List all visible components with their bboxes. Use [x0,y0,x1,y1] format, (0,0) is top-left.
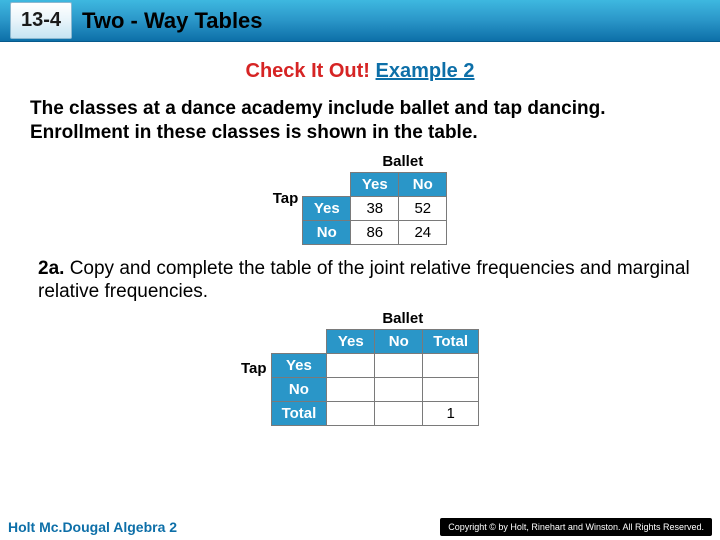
table2-cell [423,378,479,402]
enrollment-table: Yes No Yes 38 52 No 86 24 [302,172,447,245]
slide-content: Check It Out! Example 2 The classes at a… [0,42,720,426]
table2-col-group: Ballet [271,310,479,327]
lesson-number-badge: 13-4 [10,2,72,39]
table1-row-group: Tap [273,190,299,207]
table2-cell [423,354,479,378]
table2-cell [375,378,423,402]
check-it-out-heading: Check It Out! Example 2 [30,60,690,83]
table1-col-group: Ballet [302,153,447,170]
table-corner [303,172,351,196]
table2-col-header: Yes [327,330,375,354]
sub-question-lead: 2a. [38,258,64,279]
table1-row-header: No [303,220,351,244]
check-it-out-label: Check It Out! [246,60,370,82]
table2-cell [327,378,375,402]
table2-cell: 1 [423,402,479,426]
table2-row-header: Yes [271,354,327,378]
example-number: Example 2 [376,60,475,82]
problem-prompt: The classes at a dance academy include b… [30,97,690,145]
table2-col-header: No [375,330,423,354]
sub-question-text: Copy and complete the table of the joint… [38,258,690,303]
table1-row-header: Yes [303,196,351,220]
table2-col-header: Total [423,330,479,354]
table1-cell: 38 [351,196,399,220]
table1-cell: 52 [399,196,447,220]
table2-row-header: No [271,378,327,402]
footer-book-title: Holt Mc.Dougal Algebra 2 [8,519,177,535]
table1-col-header: Yes [351,172,399,196]
table2-cell [327,402,375,426]
relative-freq-table-block: Tap Ballet Yes No Total Yes No [30,310,690,426]
slide-footer: Holt Mc.Dougal Algebra 2 Copyright © by … [0,514,720,540]
table1-cell: 24 [399,220,447,244]
table2-cell [375,402,423,426]
footer-copyright: Copyright © by Holt, Rinehart and Winsto… [440,518,712,536]
table-corner [271,330,327,354]
relative-freq-table: Yes No Total Yes No Total [271,329,479,426]
lesson-header: 13-4 Two - Way Tables [0,0,720,42]
table1-col-header: No [399,172,447,196]
enrollment-table-block: Tap Ballet Yes No Yes 38 52 No 86 24 [30,153,690,245]
table2-cell [375,354,423,378]
sub-question: 2a. Copy and complete the table of the j… [38,257,690,305]
table2-cell [327,354,375,378]
lesson-title: Two - Way Tables [82,8,263,34]
table1-cell: 86 [351,220,399,244]
table2-row-group: Tap [241,360,267,377]
table2-row-header: Total [271,402,327,426]
